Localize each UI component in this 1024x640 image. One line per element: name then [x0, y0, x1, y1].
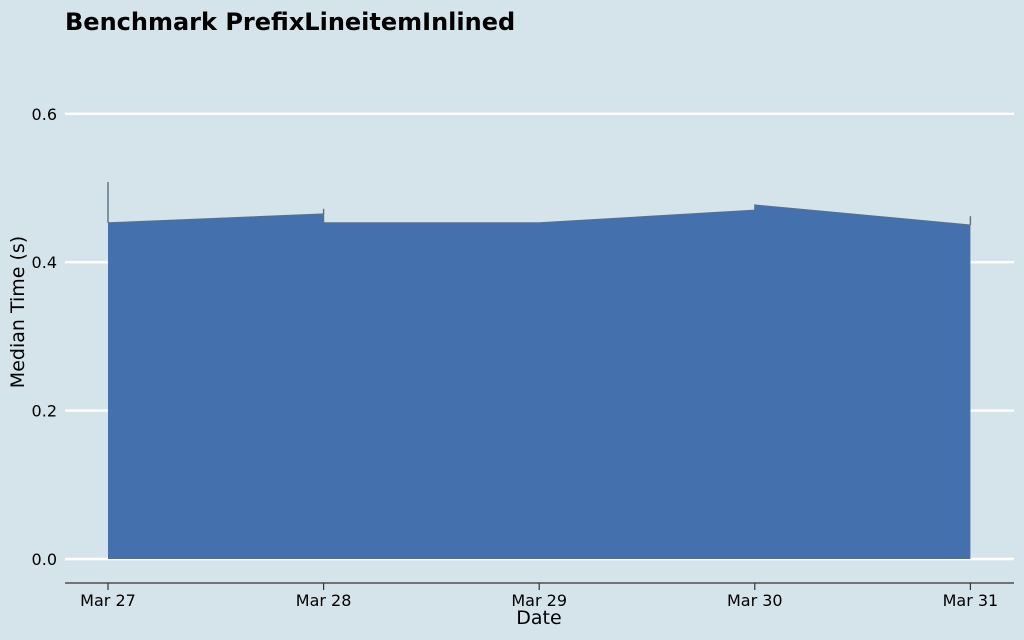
area-series	[108, 205, 971, 560]
x-tick-label: Mar 27	[80, 591, 136, 610]
plot-area	[107, 182, 972, 560]
x-axis-label: Date	[516, 607, 561, 629]
y-tick-label: 0.2	[32, 402, 57, 421]
y-tick-label: 0.0	[32, 550, 57, 569]
y-axis-label: Median Time (s)	[7, 236, 29, 388]
y-tick-label: 0.4	[32, 253, 57, 272]
y-tick-label: 0.6	[32, 105, 57, 124]
x-tick-label: Mar 29	[511, 591, 567, 610]
x-tick-label: Mar 30	[727, 591, 783, 610]
x-tick-label: Mar 31	[943, 591, 999, 610]
chart-title: Benchmark PrefixLineitemInlined	[65, 8, 515, 36]
x-axis: Mar 27 Mar 28 Mar 29 Mar 30 Mar 31	[80, 583, 998, 610]
y-axis: 0.0 0.2 0.4 0.6	[32, 105, 57, 569]
x-tick-label: Mar 28	[296, 591, 352, 610]
